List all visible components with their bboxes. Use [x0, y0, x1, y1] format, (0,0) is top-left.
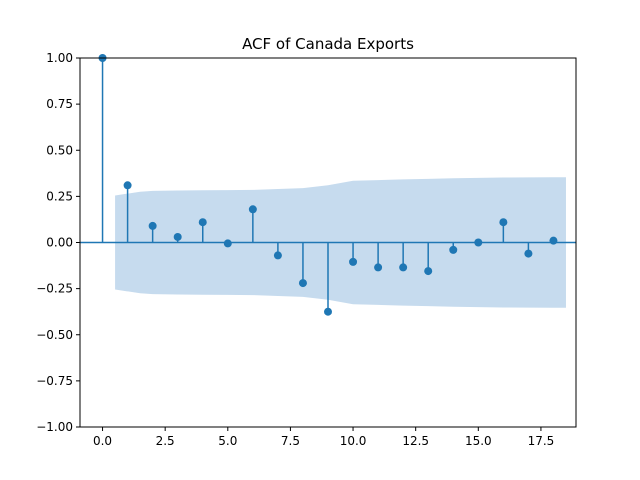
y-tick-label: 1.00	[46, 51, 73, 65]
x-tick-label: 2.5	[156, 434, 175, 448]
stem-marker-lag-7	[273, 251, 282, 260]
x-tick-label: 12.5	[402, 434, 429, 448]
stem-marker-lag-1	[123, 181, 132, 190]
stem-marker-lag-18	[549, 236, 558, 245]
stem-marker-lag-11	[374, 263, 383, 272]
stem-marker-lag-12	[399, 263, 408, 272]
stem-marker-lag-14	[449, 245, 458, 254]
x-tick-label: 10.0	[340, 434, 367, 448]
y-tick-label: −0.25	[36, 282, 73, 296]
y-tick-label: −0.50	[36, 328, 73, 342]
stem-marker-lag-13	[424, 267, 433, 276]
y-tick-label: 0.50	[46, 143, 73, 157]
x-tick-label: 5.0	[218, 434, 237, 448]
stem-marker-lag-4	[198, 218, 207, 227]
x-tick-label: 7.5	[281, 434, 300, 448]
stem-marker-lag-10	[349, 257, 358, 266]
x-tick-label: 17.5	[528, 434, 555, 448]
y-tick-label: 0.00	[46, 236, 73, 250]
x-tick-label: 15.0	[465, 434, 492, 448]
stem-marker-lag-17	[524, 249, 533, 258]
stem-marker-lag-6	[248, 205, 257, 214]
y-axis-ticks: 1.00 0.75 0.50 0.25 0.00 −0.25 −0.50 −0.75 −1.00	[36, 51, 80, 434]
y-tick-label: −0.75	[36, 374, 73, 388]
x-axis-ticks: 0.0 2.5 5.0 7.5 10.0 12.5 15.0 17.5	[93, 427, 554, 448]
y-tick-label: 0.75	[46, 97, 73, 111]
stem-marker-lag-9	[324, 307, 332, 316]
stem-layer	[98, 54, 558, 316]
x-tick-label: 0.0	[93, 434, 112, 448]
stem-marker-lag-5	[223, 239, 232, 248]
stem-marker-lag-8	[298, 279, 307, 288]
y-tick-label: 0.25	[46, 189, 73, 203]
stem-marker-lag-15	[474, 238, 483, 247]
stem-marker-lag-2	[148, 221, 157, 230]
stem-marker-lag-16	[499, 218, 508, 227]
y-tick-label: −1.00	[36, 420, 73, 434]
stem-marker-lag-3	[173, 232, 182, 241]
chart-title: ACF of Canada Exports	[242, 35, 414, 53]
